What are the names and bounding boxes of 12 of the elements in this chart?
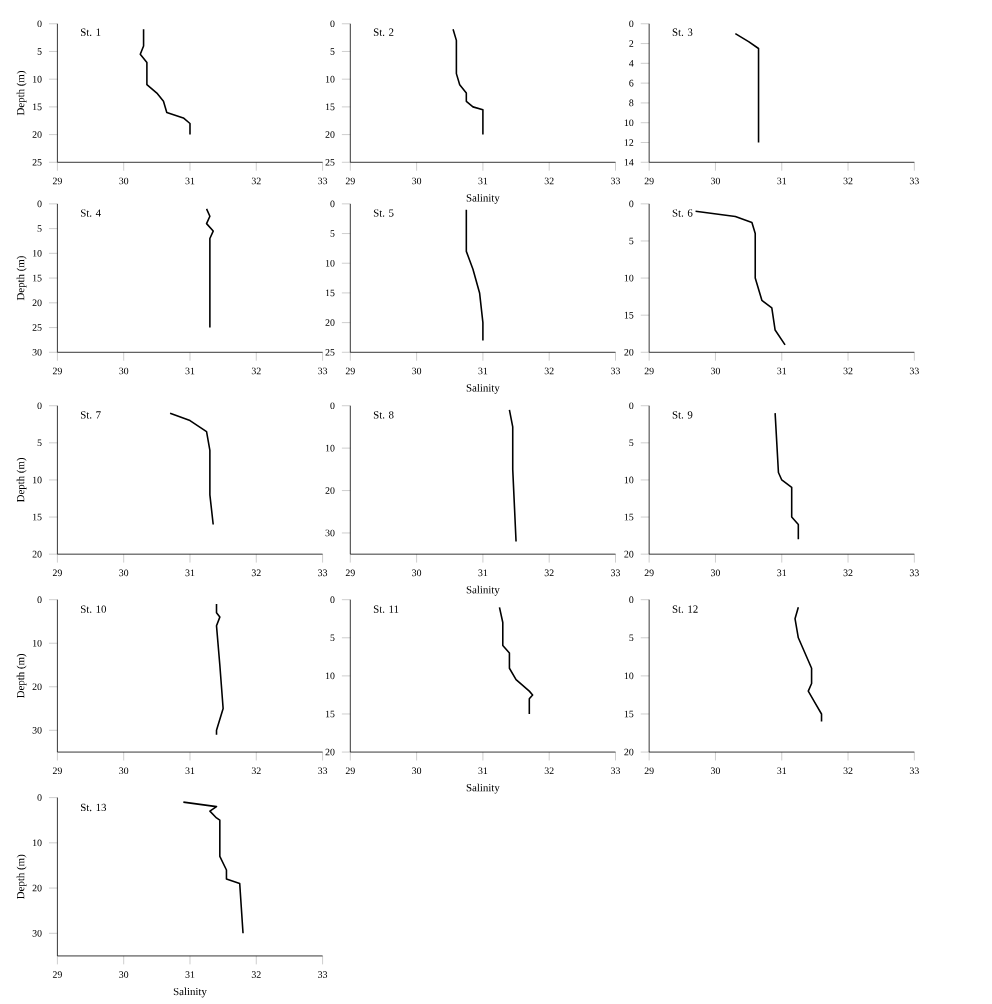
line-series <box>182 801 245 935</box>
line-series <box>694 210 787 346</box>
line-series <box>139 28 191 136</box>
line-series <box>465 209 484 342</box>
line-series <box>508 409 518 543</box>
line-series <box>734 32 760 144</box>
line-series <box>452 28 484 136</box>
line-series <box>169 412 215 526</box>
line-series <box>774 412 800 541</box>
line-series <box>205 208 215 329</box>
line-series <box>498 606 534 715</box>
line-series <box>215 603 225 736</box>
